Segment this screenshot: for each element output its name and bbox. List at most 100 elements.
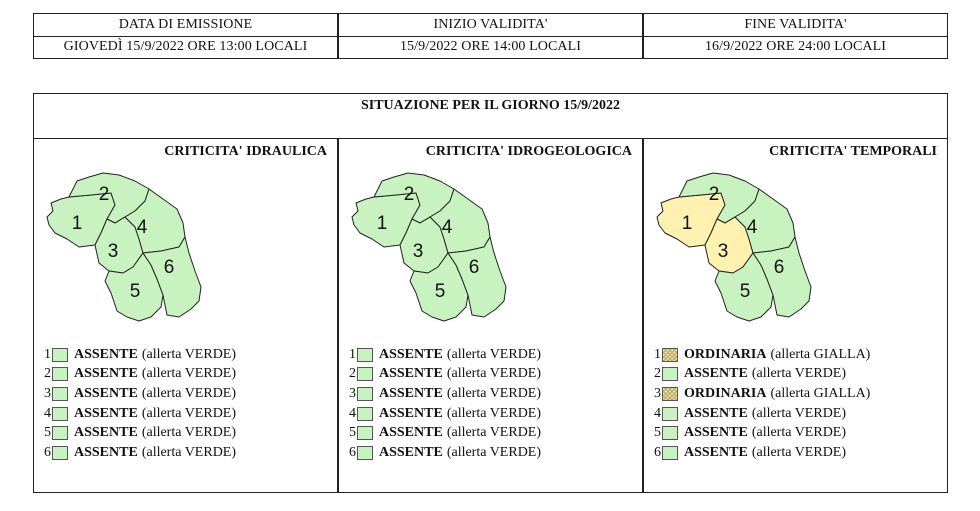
legend-row: 5 ASSENTE (allerta VERDE) (644, 423, 870, 443)
map-zone-label: 4 (747, 217, 758, 238)
criticality-level: ASSENTE (74, 444, 138, 460)
legend-row: 5 ASSENTE (allerta VERDE) (34, 423, 236, 443)
map-zone-label: 5 (435, 281, 446, 302)
alert-swatch (52, 386, 68, 401)
zone-number: 4 (654, 405, 661, 421)
map-zone-5 (714, 252, 774, 322)
map-zone-6 (752, 236, 812, 318)
panel-title: CRITICITA' TEMPORALI (769, 144, 937, 159)
panel-title: CRITICITA' IDRAULICA (164, 144, 327, 159)
zone-number: 4 (44, 405, 51, 421)
map-zone-label: 6 (774, 257, 785, 278)
map-zone-label: 1 (72, 213, 83, 234)
map-zone-label: 4 (442, 217, 453, 238)
alert-swatch (52, 406, 68, 421)
legend-row: 3 ORDINARIA (allerta GIALLA) (644, 384, 870, 404)
map-zone-6 (447, 236, 507, 318)
criticality-level: ASSENTE (74, 366, 138, 382)
alert-swatch (52, 426, 68, 441)
map-zone-label: 5 (740, 281, 751, 302)
zone-number: 2 (654, 366, 661, 382)
criticality-level: ASSENTE (684, 405, 748, 421)
situation-box: SITUAZIONE PER IL GIORNO 15/9/2022 CRITI… (33, 93, 948, 493)
legend-row: 3 ASSENTE (allerta VERDE) (339, 384, 541, 404)
map-zone-label: 2 (99, 184, 110, 205)
alert-swatch (52, 347, 68, 362)
legend-row: 2 ASSENTE (allerta VERDE) (339, 365, 541, 385)
legend-row: 6 ASSENTE (allerta VERDE) (644, 443, 870, 463)
alert-color-text: (allerta VERDE) (141, 346, 237, 362)
zone-number: 4 (349, 405, 356, 421)
validity-end-label: FINE VALIDITA' (744, 16, 847, 32)
map-zone-label: 2 (404, 184, 415, 205)
alert-color-text: (allerta VERDE) (446, 385, 542, 401)
validity-start-label: INIZIO VALIDITA' (433, 16, 548, 32)
validity-start-value: 15/9/2022 ORE 14:00 LOCALI (339, 35, 642, 59)
legend-row: 6 ASSENTE (allerta VERDE) (34, 443, 236, 463)
alert-swatch (357, 406, 373, 421)
criticality-level: ASSENTE (684, 425, 748, 441)
map-zone-5 (104, 252, 164, 322)
map-zone-4 (419, 188, 491, 254)
alert-color-text: (allerta VERDE) (751, 366, 847, 382)
map-zone-label: 4 (137, 217, 148, 238)
criticality-level: ASSENTE (379, 346, 443, 362)
emission-date-label: DATA DI EMISSIONE (118, 16, 253, 32)
criticality-level: ASSENTE (379, 366, 443, 382)
legend-row: 4 ASSENTE (allerta VERDE) (644, 404, 870, 424)
zone-number: 5 (44, 425, 51, 441)
alert-color-text: (allerta VERDE) (141, 444, 237, 460)
map-zone-label: 1 (377, 213, 388, 234)
emission-column: DATA DI EMISSIONE GIOVEDÌ 15/9/2022 ORE … (34, 14, 337, 58)
legend-row: 3 ASSENTE (allerta VERDE) (34, 384, 236, 404)
zone-number: 5 (654, 425, 661, 441)
criticality-level: ORDINARIA (684, 346, 767, 362)
alert-swatch (52, 445, 68, 460)
legend-row: 2 ASSENTE (allerta VERDE) (34, 365, 236, 385)
alert-swatch (357, 426, 373, 441)
map-zone-label: 5 (130, 281, 141, 302)
alert-color-text: (allerta VERDE) (141, 425, 237, 441)
map-zone-label: 6 (164, 257, 175, 278)
legend-row: 1 ORDINARIA (allerta GIALLA) (644, 345, 870, 365)
emission-date-value: GIOVEDÌ 15/9/2022 ORE 13:00 LOCALI (34, 35, 337, 59)
legend-row: 4 ASSENTE (allerta VERDE) (339, 404, 541, 424)
criticality-level: ASSENTE (684, 366, 748, 382)
zone-legend: 1 ORDINARIA (allerta GIALLA) 2 ASSENTE (aller… (644, 345, 870, 463)
map-zone-6 (142, 236, 202, 318)
criticality-level: ASSENTE (379, 425, 443, 441)
map-zone-label: 3 (718, 241, 729, 262)
criticality-level: ASSENTE (684, 444, 748, 460)
legend-row: 4 ASSENTE (allerta VERDE) (34, 404, 236, 424)
criticality-level: ASSENTE (74, 425, 138, 441)
alert-swatch (357, 347, 373, 362)
criticality-level: ASSENTE (379, 444, 443, 460)
alert-color-text: (allerta VERDE) (751, 444, 847, 460)
alert-swatch (357, 367, 373, 382)
alert-color-text: (allerta VERDE) (446, 444, 542, 460)
alert-swatch (357, 445, 373, 460)
map-zone-label: 6 (469, 257, 480, 278)
zone-number: 1 (654, 346, 661, 362)
alert-swatch (52, 367, 68, 382)
validity-header-table: DATA DI EMISSIONE GIOVEDÌ 15/9/2022 ORE … (33, 13, 948, 59)
zone-number: 1 (44, 346, 51, 362)
alert-color-text: (allerta VERDE) (141, 385, 237, 401)
criticality-level: ASSENTE (379, 385, 443, 401)
zone-number: 2 (349, 366, 356, 382)
validity-end-column: FINE VALIDITA' 16/9/2022 ORE 24:00 LOCAL… (642, 14, 947, 58)
alert-color-text: (allerta VERDE) (446, 366, 542, 382)
legend-row: 1 ASSENTE (allerta VERDE) (34, 345, 236, 365)
criticality-level: ORDINARIA (684, 385, 767, 401)
criticality-level: ASSENTE (74, 405, 138, 421)
alert-swatch (662, 386, 678, 401)
zone-number: 3 (654, 385, 661, 401)
alert-color-text: (allerta VERDE) (751, 405, 847, 421)
zone-number: 6 (654, 444, 661, 460)
zone-number: 3 (349, 385, 356, 401)
